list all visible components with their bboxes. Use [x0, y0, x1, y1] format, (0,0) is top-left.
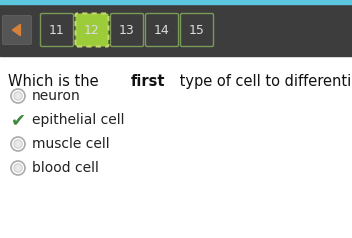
FancyBboxPatch shape: [111, 14, 144, 46]
Text: muscle cell: muscle cell: [32, 137, 109, 151]
Circle shape: [14, 164, 22, 172]
Text: 15: 15: [189, 24, 205, 36]
Circle shape: [14, 92, 22, 100]
Text: epithelial cell: epithelial cell: [32, 113, 125, 127]
FancyBboxPatch shape: [181, 14, 214, 46]
FancyBboxPatch shape: [2, 15, 31, 45]
FancyBboxPatch shape: [40, 14, 74, 46]
Circle shape: [11, 161, 25, 175]
FancyBboxPatch shape: [145, 14, 178, 46]
Text: 14: 14: [154, 24, 170, 36]
Text: neuron: neuron: [32, 89, 81, 103]
Text: blood cell: blood cell: [32, 161, 99, 175]
Bar: [0, 56, 352, 238]
Text: first: first: [131, 74, 165, 89]
Text: Which is the: Which is the: [8, 74, 103, 89]
Bar: [0, 4, 352, 56]
Polygon shape: [12, 24, 20, 36]
Text: 12: 12: [84, 24, 100, 36]
Text: type of cell to differentiate?: type of cell to differentiate?: [175, 74, 352, 89]
Text: ✔: ✔: [11, 111, 26, 129]
Circle shape: [14, 140, 22, 148]
Circle shape: [11, 137, 25, 151]
Bar: [0, 0, 352, 4]
Circle shape: [11, 89, 25, 103]
Text: 11: 11: [49, 24, 65, 36]
Text: 13: 13: [119, 24, 135, 36]
FancyBboxPatch shape: [75, 14, 108, 46]
